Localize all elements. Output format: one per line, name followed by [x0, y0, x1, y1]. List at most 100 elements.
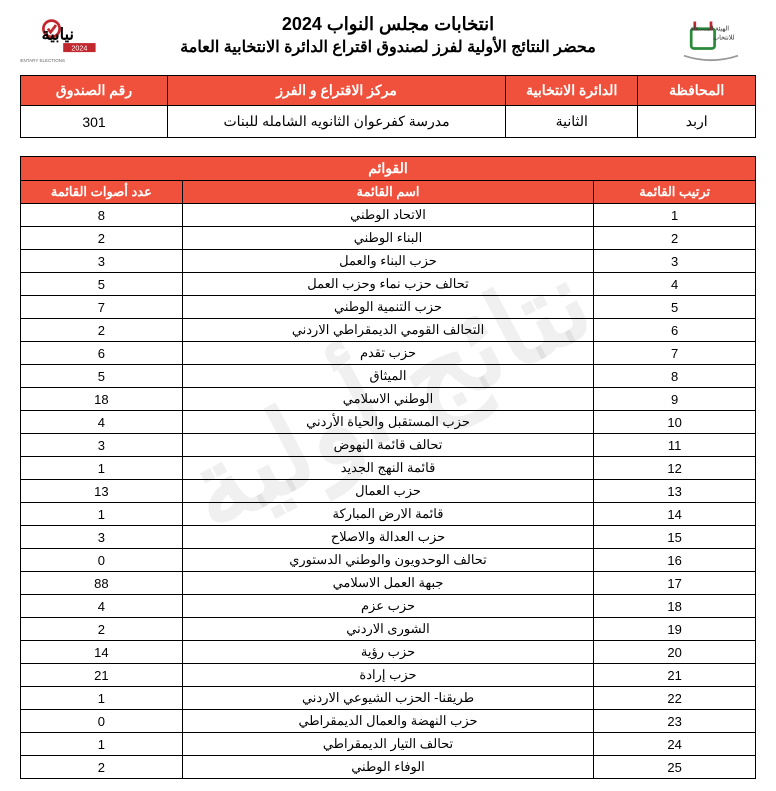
- cell-votes: 3: [21, 526, 183, 549]
- table-row: 6التحالف القومي الديمقراطي الاردني2: [21, 319, 756, 342]
- cell-votes: 88: [21, 572, 183, 595]
- cell-rank: 14: [594, 503, 756, 526]
- cell-name: حزب النهضة والعمال الديمقراطي: [182, 710, 594, 733]
- cell-votes: 0: [21, 549, 183, 572]
- cell-name: حزب تقدم: [182, 342, 594, 365]
- value-box: 301: [21, 106, 168, 138]
- table-row: 5حزب التنمية الوطني7: [21, 296, 756, 319]
- cell-rank: 2: [594, 227, 756, 250]
- cell-votes: 2: [21, 319, 183, 342]
- cell-votes: 18: [21, 388, 183, 411]
- table-row: 17جبهة العمل الاسلامي88: [21, 572, 756, 595]
- cell-rank: 15: [594, 526, 756, 549]
- logo-iec-icon: الهيئة المستقلة للانتخاب: [666, 12, 756, 67]
- cell-name: الشورى الاردني: [182, 618, 594, 641]
- cell-votes: 6: [21, 342, 183, 365]
- cell-votes: 1: [21, 503, 183, 526]
- table-row: 18حزب عزم4: [21, 595, 756, 618]
- table-row: 19الشورى الاردني2: [21, 618, 756, 641]
- header-district: الدائرة الانتخابية: [506, 76, 638, 106]
- cell-name: تحالف التيار الديمقراطي: [182, 733, 594, 756]
- cell-name: التحالف القومي الديمقراطي الاردني: [182, 319, 594, 342]
- cell-name: حزب التنمية الوطني: [182, 296, 594, 319]
- svg-text:PARLIAMENTARY ELECTIONS: PARLIAMENTARY ELECTIONS: [20, 58, 65, 63]
- cell-rank: 10: [594, 411, 756, 434]
- header-rank: ترتيب القائمة: [594, 181, 756, 204]
- cell-votes: 8: [21, 204, 183, 227]
- svg-text:2024: 2024: [71, 43, 87, 52]
- table-row: 14قائمة الارض المباركة1: [21, 503, 756, 526]
- logo-elections-icon: نيابية 2024 PARLIAMENTARY ELECTIONS: [20, 12, 110, 67]
- cell-rank: 8: [594, 365, 756, 388]
- cell-name: حزب العمال: [182, 480, 594, 503]
- cell-votes: 4: [21, 411, 183, 434]
- cell-rank: 22: [594, 687, 756, 710]
- cell-rank: 9: [594, 388, 756, 411]
- cell-name: حزب رؤية: [182, 641, 594, 664]
- cell-name: الوطني الاسلامي: [182, 388, 594, 411]
- table-row: 22طريقنا- الحزب الشيوعي الاردني1: [21, 687, 756, 710]
- cell-rank: 16: [594, 549, 756, 572]
- cell-name: حزب البناء والعمل: [182, 250, 594, 273]
- value-center: مدرسة كفرعوان الثانويه الشامله للبنات: [168, 106, 506, 138]
- table-row: 8الميثاق5: [21, 365, 756, 388]
- cell-rank: 20: [594, 641, 756, 664]
- table-row: 25الوفاء الوطني2: [21, 756, 756, 779]
- cell-name: حزب المستقبل والحياة الأردني: [182, 411, 594, 434]
- cell-rank: 5: [594, 296, 756, 319]
- value-district: الثانية: [506, 106, 638, 138]
- cell-rank: 7: [594, 342, 756, 365]
- cell-rank: 24: [594, 733, 756, 756]
- cell-votes: 3: [21, 250, 183, 273]
- cell-name: حزب إرادة: [182, 664, 594, 687]
- table-row: 13حزب العمال13: [21, 480, 756, 503]
- cell-votes: 1: [21, 687, 183, 710]
- svg-text:الهيئة المستقلة: الهيئة المستقلة: [690, 26, 729, 33]
- info-table: المحافظة الدائرة الانتخابية مركز الاقترا…: [20, 75, 756, 138]
- cell-rank: 12: [594, 457, 756, 480]
- table-row: 9الوطني الاسلامي18: [21, 388, 756, 411]
- page-title-2: محضر النتائج الأولية لفرز لصندوق اقتراع …: [110, 37, 666, 57]
- cell-votes: 5: [21, 273, 183, 296]
- lists-caption: القوائم: [20, 156, 756, 180]
- cell-name: حزب العدالة والاصلاح: [182, 526, 594, 549]
- cell-rank: 18: [594, 595, 756, 618]
- lists-table: ترتيب القائمة اسم القائمة عدد أصوات القا…: [20, 180, 756, 779]
- cell-votes: 1: [21, 457, 183, 480]
- cell-name: البناء الوطني: [182, 227, 594, 250]
- cell-votes: 14: [21, 641, 183, 664]
- cell-rank: 11: [594, 434, 756, 457]
- svg-text:للانتخاب: للانتخاب: [713, 35, 734, 42]
- cell-rank: 6: [594, 319, 756, 342]
- table-row: 21حزب إرادة21: [21, 664, 756, 687]
- cell-rank: 1: [594, 204, 756, 227]
- cell-name: قائمة النهج الجديد: [182, 457, 594, 480]
- header-votes: عدد أصوات القائمة: [21, 181, 183, 204]
- cell-name: تحالف الوحدويون والوطني الدستوري: [182, 549, 594, 572]
- cell-rank: 23: [594, 710, 756, 733]
- cell-name: تحالف قائمة النهوض: [182, 434, 594, 457]
- table-row: 23حزب النهضة والعمال الديمقراطي0: [21, 710, 756, 733]
- svg-text:نيابية: نيابية: [42, 26, 74, 44]
- page-title-1: انتخابات مجلس النواب 2024: [110, 14, 666, 35]
- header-box: رقم الصندوق: [21, 76, 168, 106]
- table-row: 11تحالف قائمة النهوض3: [21, 434, 756, 457]
- cell-votes: 21: [21, 664, 183, 687]
- table-row: 15حزب العدالة والاصلاح3: [21, 526, 756, 549]
- cell-rank: 21: [594, 664, 756, 687]
- cell-name: الوفاء الوطني: [182, 756, 594, 779]
- header-governorate: المحافظة: [638, 76, 756, 106]
- cell-name: حزب عزم: [182, 595, 594, 618]
- cell-rank: 4: [594, 273, 756, 296]
- table-row: 12قائمة النهج الجديد1: [21, 457, 756, 480]
- cell-rank: 13: [594, 480, 756, 503]
- cell-rank: 19: [594, 618, 756, 641]
- header-center: مركز الاقتراع و الفرز: [168, 76, 506, 106]
- cell-votes: 5: [21, 365, 183, 388]
- cell-votes: 4: [21, 595, 183, 618]
- cell-name: تحالف حزب نماء وحزب العمل: [182, 273, 594, 296]
- table-row: 1الاتحاد الوطني8: [21, 204, 756, 227]
- page-header: الهيئة المستقلة للانتخاب انتخابات مجلس ا…: [20, 12, 756, 67]
- cell-rank: 17: [594, 572, 756, 595]
- cell-votes: 2: [21, 227, 183, 250]
